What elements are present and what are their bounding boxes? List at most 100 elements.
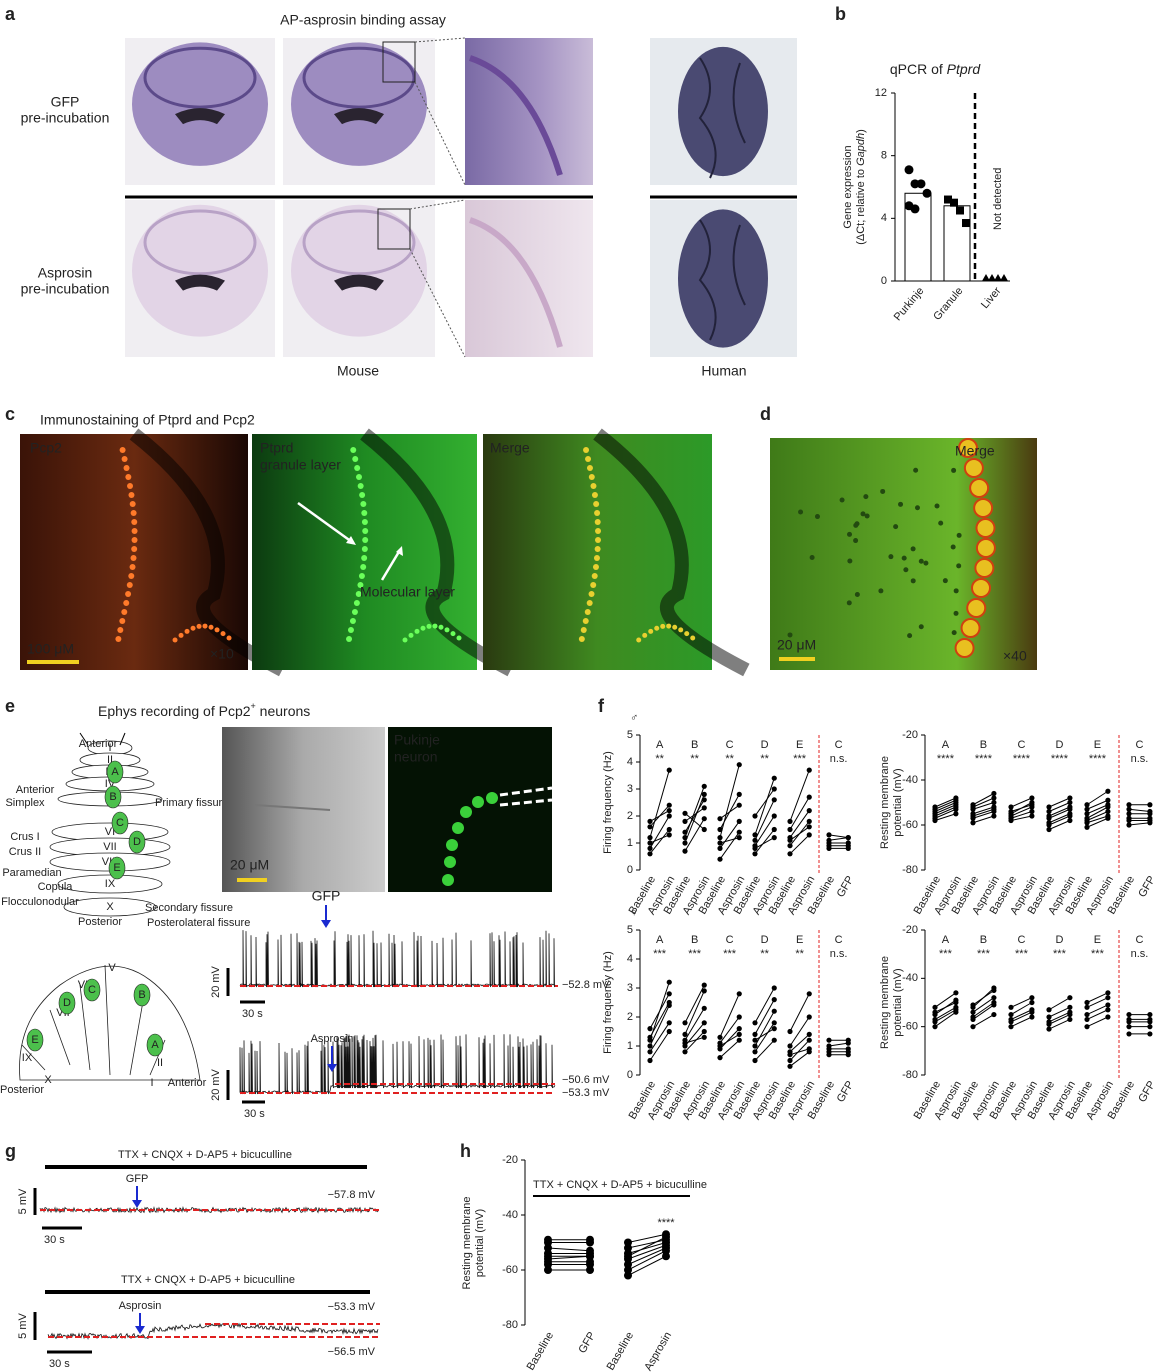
- data-point: [771, 1020, 777, 1026]
- recording-site: [146, 1033, 164, 1057]
- drug-label: Asprosin: [311, 1033, 354, 1045]
- panel-title: Ephys recording of Pcp2+ neurons: [98, 701, 310, 718]
- nucleus: [880, 488, 886, 494]
- pair-line: [934, 804, 957, 815]
- data-point: [717, 835, 723, 841]
- pair-line: [754, 1022, 775, 1053]
- pair-line: [649, 1031, 670, 1061]
- arrow: [380, 549, 402, 581]
- data-point: [787, 1057, 793, 1064]
- region-label: Crus I: [10, 831, 39, 843]
- pair-line: [1086, 790, 1109, 806]
- significance: ****: [975, 753, 993, 765]
- significance: ***: [1091, 948, 1105, 960]
- text-part: Gapdh: [855, 133, 867, 166]
- nucleus: [901, 555, 907, 561]
- pair-line: [972, 987, 995, 1008]
- purkinje-cell: [196, 623, 202, 629]
- pair-line: [1086, 811, 1109, 821]
- nucleus: [923, 560, 929, 566]
- site-label: B: [109, 791, 116, 803]
- pair-line: [1086, 997, 1109, 1008]
- stain-label: Ptprd: [260, 440, 293, 456]
- pair-line: [934, 799, 957, 810]
- scale-bar: [237, 878, 267, 882]
- purkinje-cell: [184, 628, 190, 634]
- pair-line: [684, 794, 705, 844]
- zoom-guide: [409, 199, 466, 210]
- pair-line: [754, 799, 775, 841]
- data-point: [994, 274, 1002, 281]
- data-point: [647, 851, 653, 857]
- pair-line: [684, 786, 705, 838]
- purkinje-cell: [594, 537, 601, 543]
- pair-line: [1010, 1009, 1033, 1020]
- data-point: [666, 999, 672, 1006]
- data-point: [752, 845, 758, 852]
- data-point: [666, 1020, 672, 1026]
- pair-line: [719, 1039, 740, 1058]
- data-point: [586, 1266, 594, 1274]
- data-point: [1084, 815, 1090, 821]
- purkinje-cell: [583, 447, 590, 453]
- group-label: C: [1135, 739, 1143, 751]
- y-tick-label: -80: [902, 864, 918, 876]
- pair-line: [649, 1005, 670, 1047]
- y-tick-label: -40: [502, 1209, 518, 1221]
- data-point: [1126, 806, 1132, 812]
- data-point: [752, 1020, 758, 1026]
- y-tick-label: 12: [875, 87, 887, 99]
- nucleus: [853, 538, 859, 544]
- x-tick-label: GFP: [1136, 1079, 1158, 1105]
- data-point: [647, 1037, 653, 1043]
- data-point: [771, 997, 777, 1003]
- lobule: [57, 874, 163, 894]
- x-tick-label: Liver: [979, 285, 1004, 311]
- data-point: [666, 826, 672, 833]
- y-axis-label: Firing frequency (Hz): [602, 951, 614, 1054]
- region-label: Simplex: [5, 797, 45, 809]
- panel-title: Immunostaining of Ptprd and Pcp2: [40, 412, 255, 428]
- data-point: [787, 1063, 793, 1069]
- nucleus: [854, 592, 860, 598]
- data-point: [1126, 1024, 1132, 1030]
- data-point: [666, 832, 672, 838]
- lobule-label: VII: [103, 841, 116, 853]
- purkinje-cell: [361, 555, 368, 561]
- nucleus: [893, 524, 899, 530]
- y-tick-label: 4: [627, 953, 633, 965]
- sex-symbol: ♂: [630, 712, 638, 724]
- purkinje-cell: [975, 518, 996, 538]
- nucleus: [910, 546, 916, 552]
- fissure-label: Posterolateral fissure: [147, 917, 250, 929]
- human-section: [678, 46, 768, 177]
- pair-line: [972, 811, 995, 819]
- purkinje-cell: [354, 465, 361, 471]
- scale-label: 20 mV: [210, 965, 222, 997]
- purkinje-cell: [472, 796, 484, 808]
- pair-line: [1086, 992, 1109, 1003]
- data-point: [1147, 817, 1153, 824]
- purkinje-cell: [361, 510, 368, 516]
- pair-line: [1086, 817, 1109, 828]
- data-point: [701, 816, 707, 822]
- chart-title: qPCR of Ptprd: [890, 61, 981, 77]
- data-point: [1029, 799, 1035, 806]
- lobule: [63, 897, 157, 917]
- data-point: [953, 802, 959, 808]
- data-point: [806, 1014, 812, 1020]
- data-point: [736, 991, 742, 997]
- panel-label: e: [5, 696, 15, 716]
- brainstem: [334, 108, 384, 125]
- y-tick-label: -20: [502, 1154, 518, 1166]
- group-label: C: [835, 934, 843, 946]
- data-point: [806, 808, 812, 814]
- data-point: [787, 826, 793, 833]
- brain-cerebellum: [302, 209, 416, 276]
- site-label: B: [138, 989, 145, 1001]
- brightfield-image: [222, 727, 385, 892]
- nucleus: [938, 520, 944, 526]
- brainstem: [175, 274, 225, 291]
- data-point: [736, 791, 742, 798]
- pair-line: [972, 997, 995, 1013]
